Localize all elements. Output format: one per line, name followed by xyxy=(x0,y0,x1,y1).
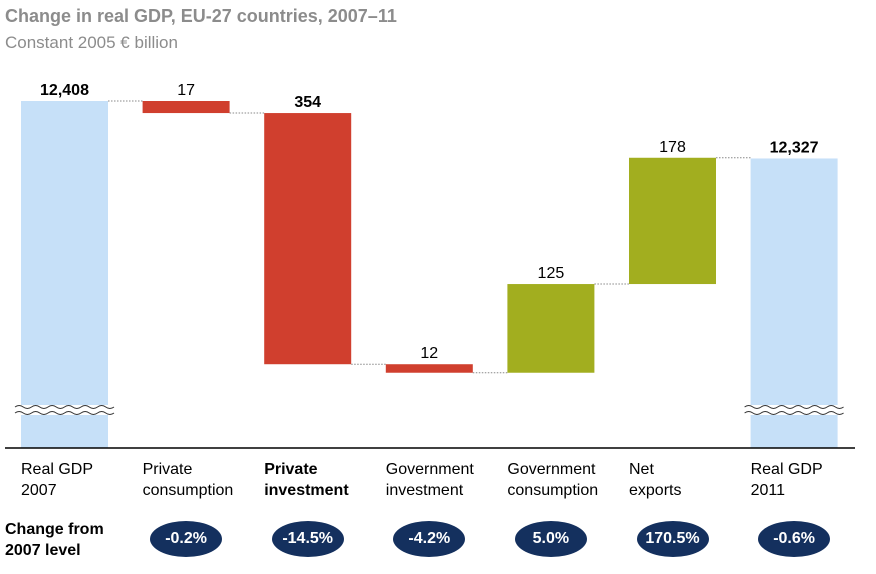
change-badge-6: -0.6% xyxy=(758,521,831,557)
bar-2 xyxy=(142,101,230,114)
category-label-1-line-1: Real GDP xyxy=(21,461,94,478)
chart-title: Change in real GDP, EU-27 countries, 200… xyxy=(5,6,397,26)
category-label-4-line-2: investment xyxy=(385,482,464,499)
category-label-3-line-2: investment xyxy=(264,482,349,499)
category-label-5: Government consumption xyxy=(507,459,598,501)
change-from-label-line-1: Change from xyxy=(5,521,104,538)
category-label-7-line-1: Real GDP xyxy=(750,461,823,478)
change-from-label-line-2: 2007 level xyxy=(5,542,81,559)
category-label-5-line-1: Government xyxy=(507,461,596,478)
bar-value-label-4: 12 xyxy=(420,345,438,362)
category-label-4: Government investment xyxy=(386,459,474,501)
change-badge-5: 170.5% xyxy=(636,521,709,557)
change-badge-4: 5.0% xyxy=(514,521,587,557)
category-label-6-line-1: Net xyxy=(629,461,654,478)
bar-7 xyxy=(750,158,838,449)
axis-break-line-upper-1 xyxy=(14,405,115,409)
category-label-3-line-1: Private xyxy=(264,461,318,478)
bar-value-label-3: 354 xyxy=(294,94,321,111)
category-label-2-line-2: consumption xyxy=(142,482,234,499)
bar-4 xyxy=(385,364,473,373)
category-label-3: Private investment xyxy=(264,459,348,501)
bar-value-label-7: 12,327 xyxy=(770,139,819,156)
axis-break-line-lower-7 xyxy=(744,411,844,415)
change-from-label: Change from 2007 level xyxy=(5,519,104,561)
category-label-1: Real GDP 2007 xyxy=(21,459,93,501)
bar-5 xyxy=(507,284,595,373)
bar-1 xyxy=(21,101,108,448)
change-badge-3: -4.2% xyxy=(393,521,466,557)
bar-value-label-2: 17 xyxy=(177,82,195,99)
bar-6 xyxy=(629,157,716,285)
bar-value-label-6: 178 xyxy=(659,139,686,156)
axis-break-gap-1 xyxy=(15,405,114,415)
category-label-6-line-2: exports xyxy=(629,482,682,499)
chart-subtitle: Constant 2005 € billion xyxy=(5,33,178,52)
category-label-1-line-2: 2007 xyxy=(21,482,57,499)
change-badge-2: -14.5% xyxy=(271,521,344,557)
axis-break-line-lower-1 xyxy=(14,411,115,415)
change-badge-1: -0.2% xyxy=(150,521,223,557)
category-label-6: Net exports xyxy=(629,459,681,501)
bar-value-label-1: 12,408 xyxy=(40,82,89,99)
axis-break-line-upper-7 xyxy=(744,405,844,409)
axis-break-gap-7 xyxy=(744,405,844,415)
category-label-7-line-2: 2011 xyxy=(750,482,785,499)
category-label-4-line-1: Government xyxy=(385,461,474,478)
bar-3 xyxy=(264,113,352,365)
category-label-5-line-2: consumption xyxy=(507,482,599,499)
category-label-2-line-1: Private xyxy=(142,461,193,478)
category-label-7: Real GDP 2011 xyxy=(751,459,823,501)
bar-value-label-5: 125 xyxy=(538,265,565,282)
category-label-2: Private consumption xyxy=(143,459,234,501)
